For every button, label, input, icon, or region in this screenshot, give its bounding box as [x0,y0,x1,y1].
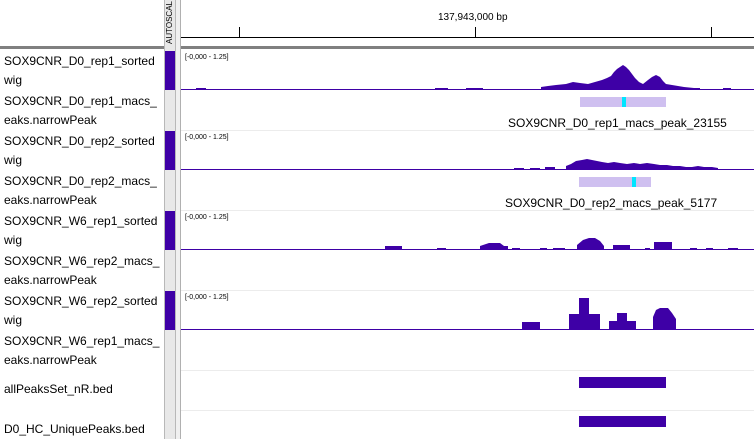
bed-feature-all-peaks [579,377,666,388]
peak-name-label: SOX9CNR_D0_rep2_macs_peak_5177 [505,196,718,210]
bed-feature-d0-unique [579,416,666,427]
track-name-d0-rep2-wig[interactable]: SOX9CNR_D0_rep2_sorted wig [4,134,155,167]
peak-summit [632,177,636,187]
track-name-w6-rep2-wig[interactable]: SOX9CNR_W6_rep2_sorted wig [4,294,158,327]
peak-feature-d0-rep2 [579,177,651,187]
track-name-all-peaks-bed[interactable]: allPeaksSet_nR.bed [4,382,113,396]
track-name-d0-unique-bed[interactable]: D0_HC_UniquePeaks.bed [4,422,145,436]
autoscale-indicator[interactable] [165,51,175,90]
ruler-tick [711,27,712,37]
signal-baseline [181,329,754,330]
signal-baseline [181,169,754,170]
track-name-d0-rep1-peaks[interactable]: SOX9CNR_D0_rep1_macs_ eaks.narrowPeak [4,94,157,127]
data-range-label: [-0,000 - 1.25] [185,294,229,301]
ruler-tick [239,27,240,37]
signal-w6-rep1 [385,238,738,250]
autoscale-indicator[interactable] [165,131,175,170]
ruler-tick [475,27,476,37]
track-name-w6-rep1-peaks[interactable]: SOX9CNR_W6_rep1_macs_ eaks.narrowPeak [4,334,160,367]
data-range-label: [-0,000 - 1.25] [185,134,229,141]
track-separator [181,290,754,291]
ruler-header: 137,943,000 bp [0,0,754,48]
peak-name-label: SOX9CNR_D0_rep1_macs_peak_23155 [508,116,727,130]
signal-d0-rep2 [514,159,718,170]
signal-d0-rep1 [196,65,731,90]
track-separator [181,410,754,411]
data-range-label: [-0,000 - 1.25] [185,214,229,221]
autoscale-indicator[interactable] [165,291,175,330]
signal-w6-rep2 [522,298,676,330]
signal-baseline [181,249,754,250]
ruler-position-label: 137,943,000 bp [438,12,508,23]
track-name-d0-rep2-peaks[interactable]: SOX9CNR_D0_rep2_macs_ eaks.narrowPeak [4,174,157,207]
track-separator [181,130,754,131]
autoscale-indicator[interactable] [165,211,175,250]
peak-summit [622,97,626,107]
track-separator [181,210,754,211]
track-name-d0-rep1-wig[interactable]: SOX9CNR_D0_rep1_sorted wig [4,54,155,87]
ruler-line [181,37,754,38]
track-name-w6-rep2-peaks[interactable]: SOX9CNR_W6_rep2_macs_ eaks.narrowPeak [4,254,160,287]
panel-separator[interactable] [176,0,181,439]
track-separator [181,370,754,371]
track-name-w6-rep1-wig[interactable]: SOX9CNR_W6_rep1_sorted wig [4,214,158,247]
data-range-label: [-0,000 - 1.25] [185,54,229,61]
header-divider[interactable] [0,46,754,49]
